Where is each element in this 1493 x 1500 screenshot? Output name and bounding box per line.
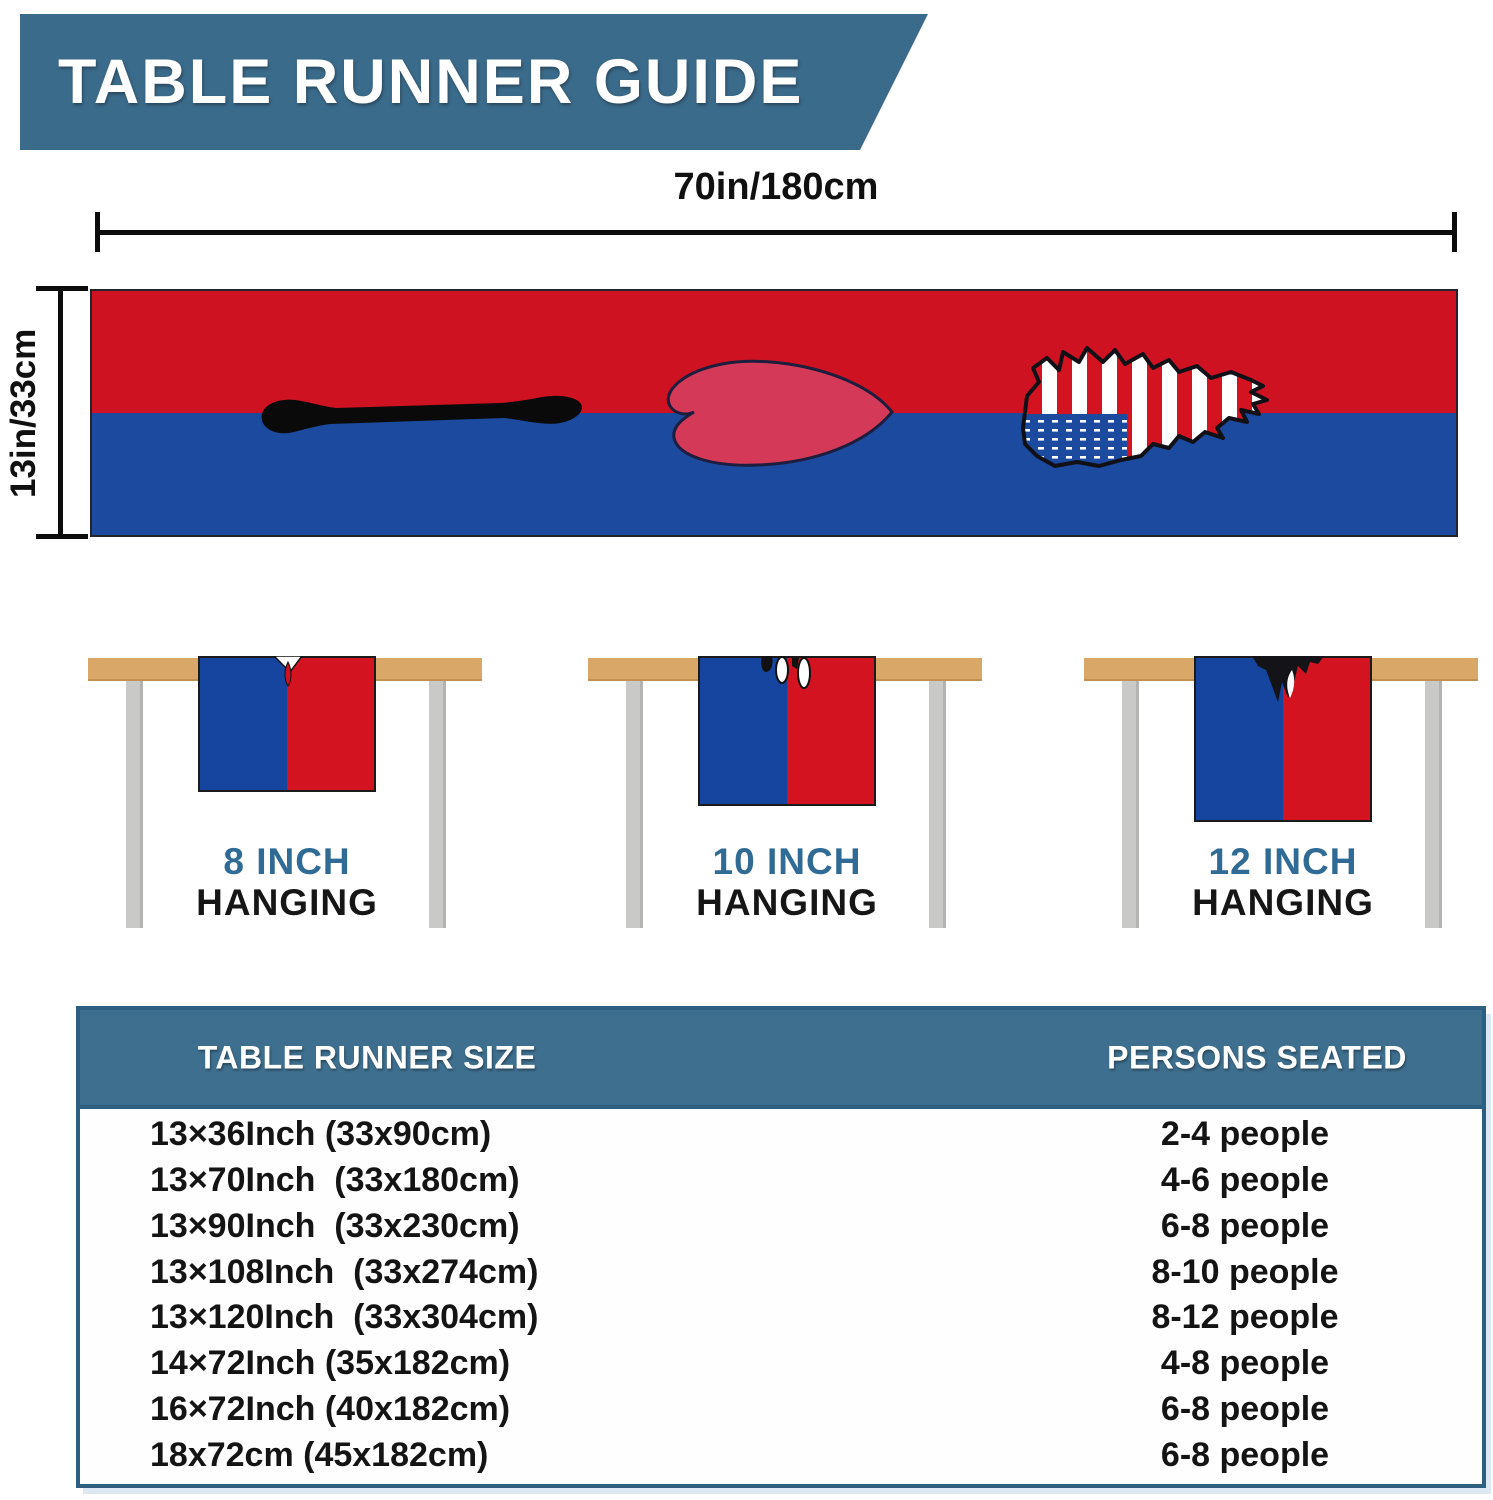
column-header-size: TABLE RUNNER SIZE (197, 1039, 537, 1075)
width-dimension-cap-top (36, 286, 88, 291)
table-runner-image (90, 289, 1458, 537)
table-leg (626, 681, 643, 928)
torn-tear-icon (1252, 656, 1324, 702)
usa-flag-fist-icon (1021, 346, 1269, 468)
table-row: 13×120Inch (33x304cm) 8-12 people (150, 1298, 1339, 1337)
hanging-inches: 8 INCH (223, 841, 351, 882)
length-dimension-line (95, 230, 1457, 235)
page-title: TABLE RUNNER GUIDE (58, 47, 804, 117)
size-table-body: 13×36Inch (33x90cm) 2-4 people 13×70Inch… (80, 1111, 1482, 1478)
table-row: 13×70Inch (33x180cm) 4-6 people (150, 1160, 1330, 1199)
torn-notch-icon (272, 656, 303, 687)
runner-drape (1194, 656, 1372, 822)
width-dimension-label: 13in/33cm (4, 328, 43, 498)
torn-drips-icon (761, 656, 811, 689)
hanging-demo-10-inch: 10 INCH HANGING (570, 640, 1006, 970)
width-dimension-line (58, 288, 63, 538)
hanging-word: HANGING (1192, 881, 1374, 923)
column-header-persons: PERSONS SEATED (1107, 1039, 1407, 1075)
hanging-label: 10 INCH HANGING (638, 841, 936, 923)
width-dimension-cap-bottom (36, 534, 88, 539)
hanging-inches: 10 INCH (712, 841, 862, 882)
hanging-word: HANGING (196, 881, 378, 923)
hanging-demo-12-inch: 12 INCH HANGING (1066, 640, 1493, 970)
hanging-demo-8-inch: 8 INCH HANGING (70, 640, 506, 970)
length-dimension-cap-left (95, 212, 100, 252)
table-row: 13×108Inch (33x274cm) 8-10 people (150, 1252, 1339, 1291)
hanging-inches: 12 INCH (1208, 841, 1358, 882)
title-banner: TABLE RUNNER GUIDE (20, 14, 928, 150)
table-row: 13×36Inch (33x90cm) 2-4 people (150, 1114, 1330, 1153)
table-row: 16×72Inch (40x182cm) 6-8 people (150, 1390, 1330, 1429)
bone-wand-icon (261, 395, 582, 434)
table-leg (929, 681, 946, 928)
table-leg (1122, 681, 1139, 928)
hanging-label: 12 INCH HANGING (1134, 841, 1432, 923)
table-row: 13×90Inch (33x230cm) 6-8 people (150, 1206, 1330, 1245)
runner-drape (198, 656, 376, 792)
size-table: TABLE RUNNER SIZE PERSONS SEATED 13×36In… (76, 1006, 1486, 1488)
runner-drape (698, 656, 876, 806)
length-dimension-cap-right (1452, 212, 1457, 252)
table-leg (429, 681, 446, 928)
table-leg (1425, 681, 1442, 928)
length-dimension-label: 70in/180cm (673, 166, 879, 208)
hanging-label: 8 INCH HANGING (138, 841, 436, 923)
size-table-header: TABLE RUNNER SIZE PERSONS SEATED (80, 1010, 1482, 1109)
table-leg (126, 681, 143, 928)
table-row: 18x72cm (45x182cm) 6-8 people (150, 1436, 1330, 1475)
heart-icon (666, 359, 894, 467)
table-row: 14×72Inch (35x182cm) 4-8 people (150, 1344, 1330, 1383)
hanging-word: HANGING (696, 881, 878, 923)
